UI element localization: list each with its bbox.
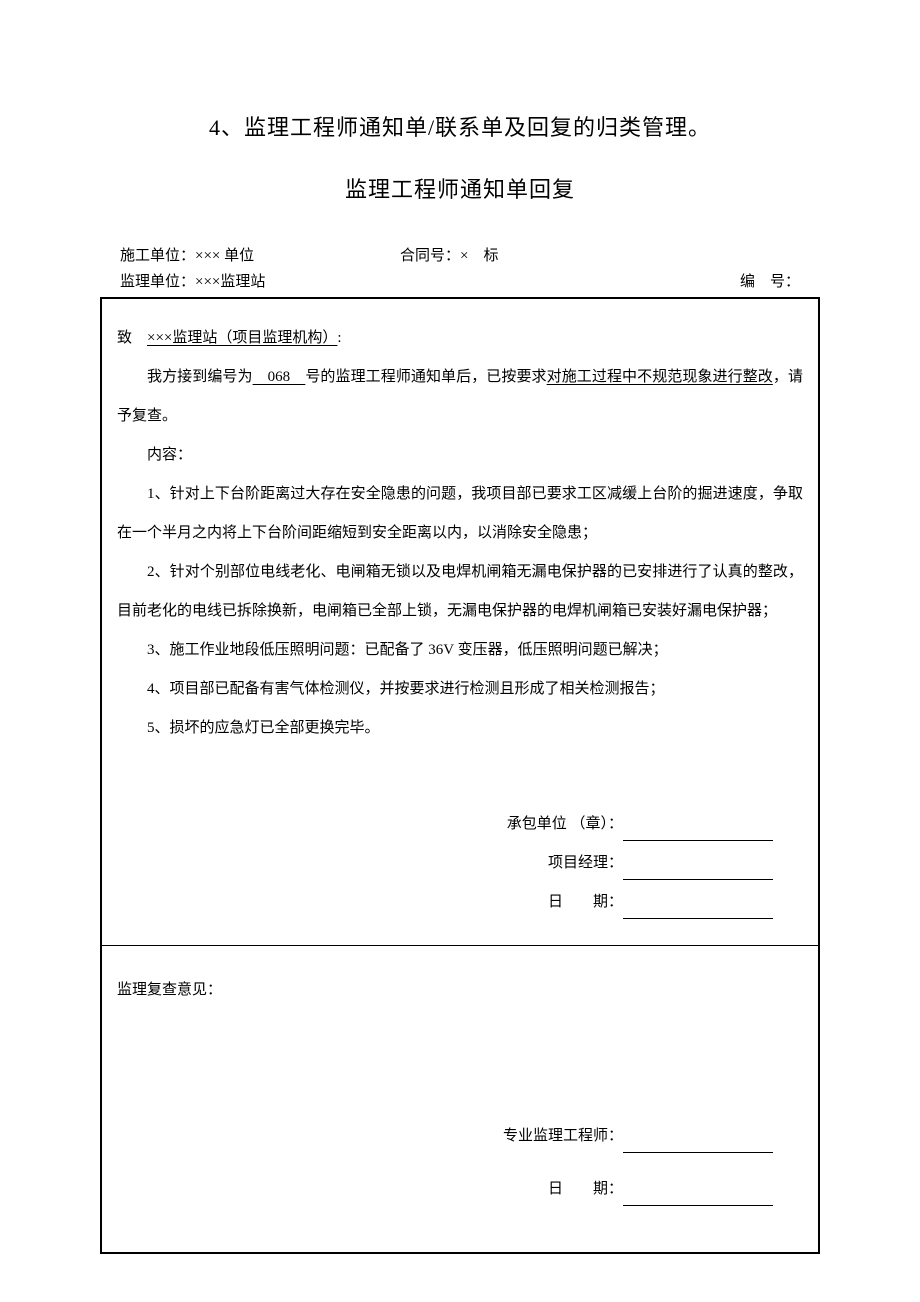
date-row-bottom: 日 期： (117, 1173, 773, 1206)
content-item-3: 3、施工作业地段低压照明问题：已配备了 36V 变压器，低压照明问题已解决； (117, 631, 803, 670)
intro-underline: 对施工过程中不规范现象进行整改 (547, 369, 773, 385)
engineer-line (623, 1152, 773, 1153)
addressee-suffix: : (337, 330, 341, 346)
signature-block-top: 承包单位 （章）： 项目经理： 日 期： (117, 808, 803, 919)
serial-label: 编 号： (740, 274, 800, 290)
pm-line (623, 879, 773, 880)
intro-para: 我方接到编号为 068 号的监理工程师通知单后，已按要求对施工过程中不规范现象进… (117, 358, 803, 436)
signature-block-bottom: 专业监理工程师： 日 期： (117, 1120, 803, 1206)
content-item-4: 4、项目部已配备有害气体检测仪，并按要求进行检测且形成了相关检测报告； (117, 670, 803, 709)
construction-unit: 施工单位：××× 单位 (120, 244, 400, 270)
date-row-top: 日 期： (117, 886, 773, 919)
header-info: 施工单位：××× 单位 合同号：× 标 监理单位：×××监理站 编 号： (120, 244, 800, 295)
content-item-1: 1、针对上下台阶距离过大存在安全隐患的问题，我项目部已要求工区减缓上台阶的掘进速… (117, 475, 803, 553)
date-line-top (623, 918, 773, 919)
contractor-line (623, 840, 773, 841)
content-item-5: 5、损坏的应急灯已全部更换完毕。 (117, 709, 803, 748)
review-title: 监理复查意见： (117, 971, 803, 1010)
construction-unit-label: 施工单位： (120, 248, 195, 264)
contractor-row: 承包单位 （章）： (117, 808, 773, 841)
serial-number: 编 号： (620, 270, 800, 296)
contract-label: 合同号： (400, 248, 460, 264)
construction-unit-value: ××× 单位 (195, 248, 254, 264)
pm-row: 项目经理： (117, 847, 773, 880)
pm-label: 项目经理： (548, 855, 623, 871)
engineer-label: 专业监理工程师： (503, 1128, 623, 1144)
date-label-top: 日 期： (548, 894, 623, 910)
section-review: 监理复查意见： 专业监理工程师： 日 期： (102, 946, 818, 1252)
header-row-1: 施工单位：××× 单位 合同号：× 标 (120, 244, 800, 270)
form-box: 致 ×××监理站（项目监理机构）: 我方接到编号为 068 号的监理工程师通知单… (100, 297, 820, 1254)
supervision-unit: 监理单位：×××监理站 (120, 270, 400, 296)
date-line-bottom (623, 1205, 773, 1206)
supervision-unit-value: ×××监理站 (195, 274, 265, 290)
date-label-bottom: 日 期： (548, 1181, 623, 1197)
engineer-row: 专业监理工程师： (117, 1120, 773, 1153)
addressee-line: 致 ×××监理站（项目监理机构）: (117, 319, 803, 358)
content-item-2: 2、针对个别部位电线老化、电闸箱无锁以及电焊机闸箱无漏电保护器的已安排进行了认真… (117, 553, 803, 631)
addressee: ×××监理站（项目监理机构） (147, 330, 337, 346)
intro-mid: 号的监理工程师通知单后，已按要求 (305, 369, 546, 385)
section-reply: 致 ×××监理站（项目监理机构）: 我方接到编号为 068 号的监理工程师通知单… (102, 299, 818, 946)
contract-number: 合同号：× 标 (400, 244, 620, 270)
contractor-label: 承包单位 （章）： (507, 816, 623, 832)
title-main: 4、监理工程师通知单/联系单及回复的归类管理。 (100, 110, 820, 142)
contract-value: × 标 (460, 248, 498, 264)
supervision-unit-label: 监理单位： (120, 274, 195, 290)
title-sub: 监理工程师通知单回复 (100, 172, 820, 204)
header-row-2: 监理单位：×××监理站 编 号： (120, 270, 800, 296)
intro-num: 068 (253, 369, 306, 385)
addressee-prefix: 致 (117, 330, 147, 346)
intro-pre: 我方接到编号为 (147, 369, 253, 385)
content-label: 内容： (117, 436, 803, 475)
